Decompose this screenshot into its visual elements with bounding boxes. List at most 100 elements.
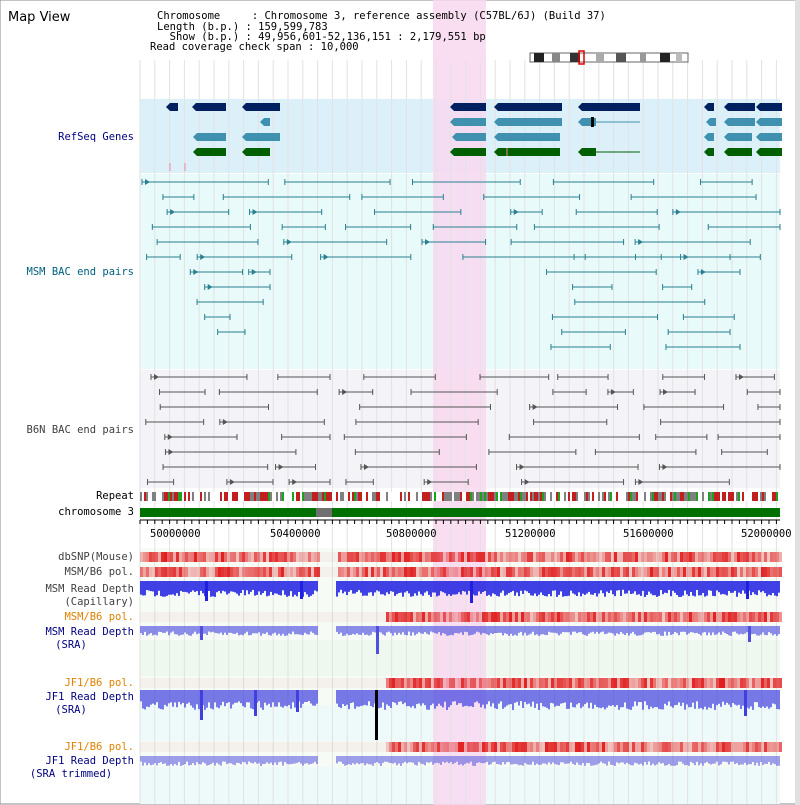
depth-bar	[706, 756, 708, 762]
heat-cell	[536, 567, 539, 577]
depth-bar	[174, 626, 176, 635]
jf1-b6-pol-label[interactable]: JF1/B6 pol.	[64, 677, 134, 689]
depth-bar	[596, 690, 598, 707]
depth-bar	[562, 690, 564, 704]
heat-cell	[416, 678, 419, 688]
heat-cell	[140, 552, 143, 562]
heat-cell	[320, 567, 323, 577]
depth-bar	[204, 690, 206, 710]
msm-b6-pol-label[interactable]: MSM/B6 pol.	[64, 566, 134, 578]
heat-cell	[755, 678, 758, 688]
heat-cell	[626, 567, 629, 577]
heat-cell	[152, 552, 155, 562]
heat-cell	[491, 567, 494, 577]
repeat-bar	[338, 492, 340, 501]
repeat-bar	[654, 492, 656, 501]
depth-bar	[536, 626, 538, 635]
depth-bar	[304, 690, 306, 702]
heat-cell	[749, 552, 752, 562]
depth-bar	[756, 581, 758, 596]
depth-bar	[214, 690, 216, 703]
heat-cell	[758, 567, 761, 577]
depth-bar	[684, 581, 686, 591]
depth-bar	[646, 581, 648, 595]
depth-bar	[542, 690, 544, 707]
heat-cell	[170, 567, 173, 577]
heat-cell	[725, 552, 728, 562]
heat-cell	[551, 567, 554, 577]
heat-cell	[350, 567, 353, 577]
depth-bar	[656, 756, 658, 765]
heat-cell	[272, 742, 275, 752]
heat-cell	[404, 567, 407, 577]
msm-b6-pol-sra-label[interactable]: MSM/B6 pol.	[64, 611, 134, 623]
repeat-bar	[262, 492, 264, 501]
msm-read-depth-capillary-label[interactable]: MSM Read Depth	[45, 583, 134, 595]
depth-bar	[632, 756, 634, 766]
msm-bac-label[interactable]: MSM BAC end pairs	[26, 266, 134, 278]
repeat-bar	[648, 492, 650, 501]
heat-cell	[272, 567, 275, 577]
depth-bar	[342, 626, 344, 636]
heat-cell	[776, 567, 779, 577]
depth-bar	[488, 626, 490, 636]
depth-bar	[710, 690, 712, 709]
depth-bar	[754, 690, 756, 702]
heat-cell	[401, 552, 404, 562]
depth-bar	[722, 756, 724, 762]
msm-read-depth-sra-label[interactable]: MSM Read Depth	[45, 626, 134, 638]
depth-bar	[256, 756, 258, 764]
depth-bar	[258, 690, 260, 702]
repeat-bar	[416, 492, 418, 501]
depth-bar	[158, 690, 160, 709]
depth-bar	[466, 581, 468, 595]
heat-cell	[581, 678, 584, 688]
repeat-bar	[764, 492, 766, 501]
gene-block	[708, 133, 714, 141]
repeat-bar	[348, 492, 350, 501]
heat-cell	[179, 552, 182, 562]
depth-bar	[306, 690, 308, 702]
depth-bar	[764, 690, 766, 708]
repeat-bar	[718, 492, 720, 501]
depth-bar	[406, 581, 408, 592]
depth-bar	[218, 626, 220, 634]
jf1-b6-pol-trim-label[interactable]: JF1/B6 pol.	[64, 741, 134, 753]
heat-cell	[572, 552, 575, 562]
bac-arrow	[427, 479, 433, 485]
depth-bar	[312, 756, 314, 764]
depth-bar	[688, 756, 690, 766]
refseq-label[interactable]: RefSeq Genes	[58, 131, 134, 143]
repeat-bar	[214, 492, 216, 501]
depth-bar	[670, 690, 672, 707]
repeat-bar	[588, 492, 590, 501]
depth-bar	[268, 690, 270, 704]
jf1-read-depth-trimmed-label[interactable]: JF1 Read Depth	[45, 755, 134, 767]
depth-bar	[486, 690, 488, 705]
heat-cell	[299, 742, 302, 752]
depth-bar	[762, 756, 764, 765]
heat-cell	[317, 612, 320, 622]
depth-bar	[422, 581, 424, 596]
heat-cell	[410, 552, 413, 562]
depth-bar	[594, 690, 596, 705]
jf1-read-depth-sra-label[interactable]: JF1 Read Depth	[45, 691, 134, 703]
repeat-bar	[734, 492, 736, 501]
repeat-bar	[236, 492, 238, 501]
repeat-bar	[278, 492, 280, 501]
heat-cell	[569, 552, 572, 562]
depth-bar	[718, 581, 720, 593]
repeat-bar	[724, 492, 726, 501]
dbsnp-label[interactable]: dbSNP(Mouse)	[58, 551, 134, 563]
heat-cell	[521, 742, 524, 752]
depth-bar	[468, 581, 470, 591]
depth-bar	[536, 690, 538, 704]
gene-block	[760, 133, 782, 141]
heat-cell	[377, 567, 380, 577]
depth-bar	[378, 756, 380, 764]
heat-cell	[302, 742, 305, 752]
b6n-bac-label[interactable]: B6N BAC end pairs	[26, 424, 134, 436]
heat-cell	[779, 678, 782, 688]
depth-bar	[566, 626, 568, 633]
